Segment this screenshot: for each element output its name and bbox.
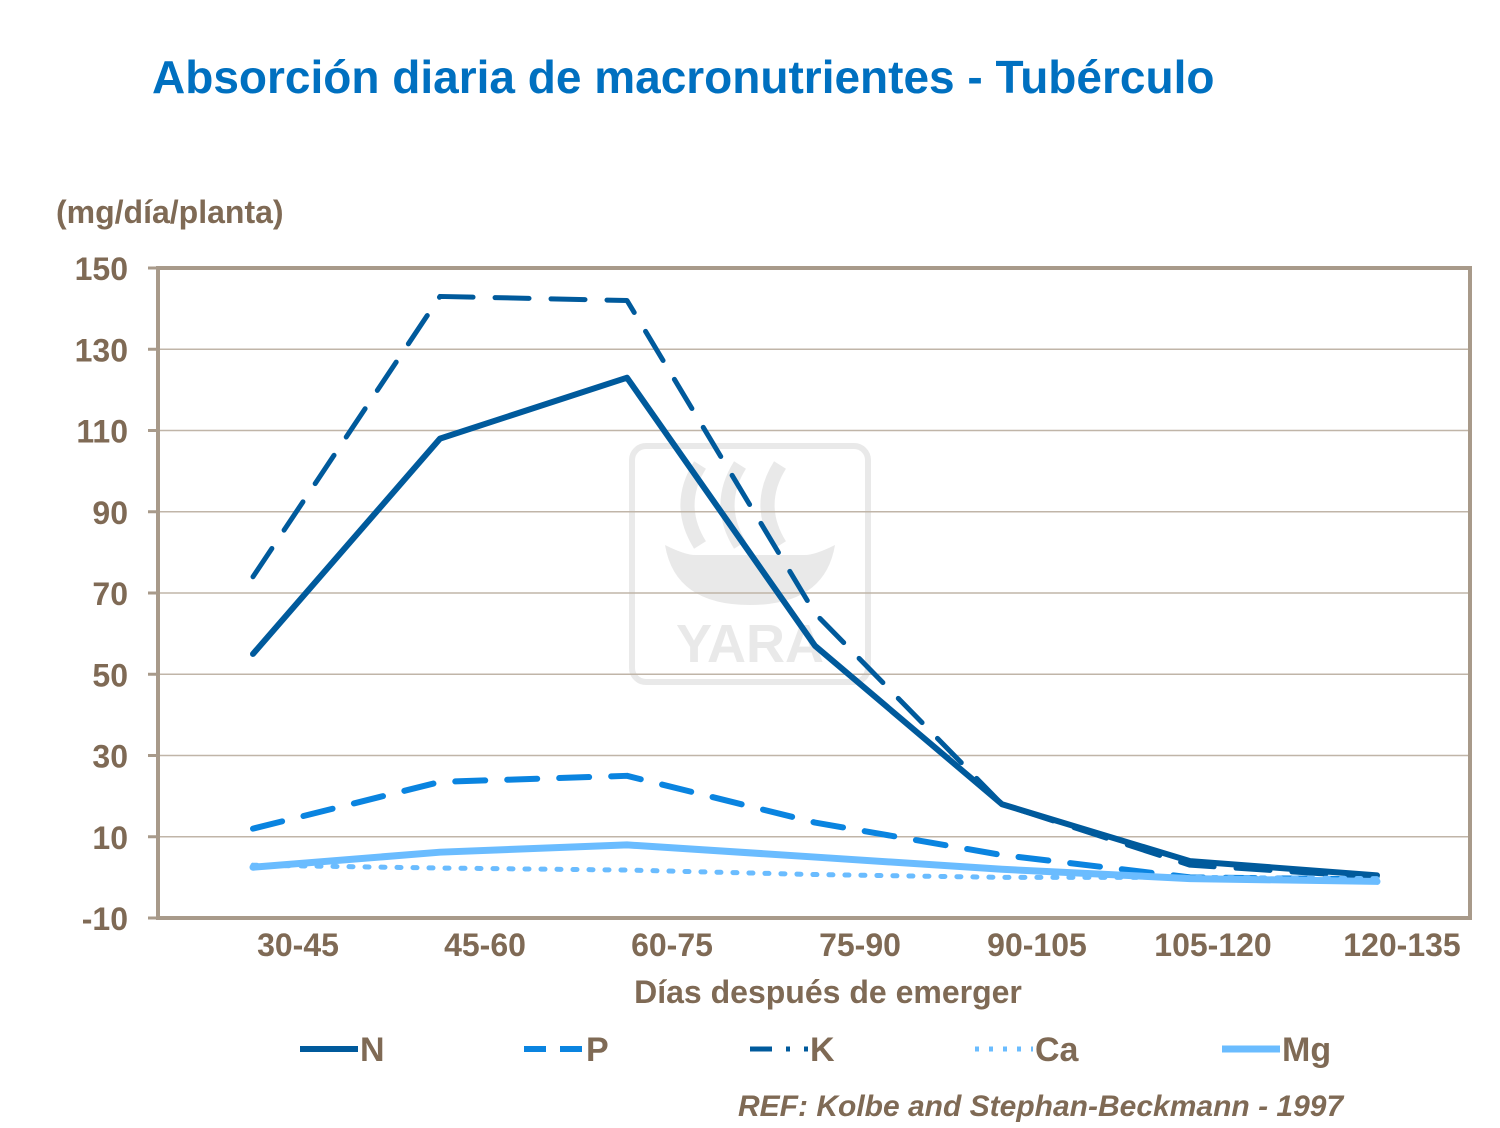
y-tick-label: 90 [92, 495, 128, 531]
x-tick-label: 75-90 [819, 927, 901, 963]
y-axis-label: (mg/día/planta) [56, 194, 284, 230]
yara-watermark-logo: YARA [629, 443, 871, 685]
series-line-mg [249, 841, 1381, 885]
legend-label-mg: Mg [1282, 1031, 1331, 1069]
y-tick-label: 130 [75, 332, 128, 368]
legend-label-p: P [586, 1031, 609, 1069]
x-tick-label: 90-105 [987, 927, 1087, 963]
watermark-frame [629, 443, 871, 685]
x-tick-label: 60-75 [631, 927, 713, 963]
x-tick-label: 30-45 [257, 927, 339, 963]
series-line-ca [250, 862, 1380, 882]
y-tick-label: -10 [82, 901, 128, 937]
chart-title: Absorción diaria de macronutrientes - Tu… [152, 51, 1215, 103]
y-tick-label: 150 [75, 251, 128, 287]
y-tick-label: 110 [76, 414, 128, 450]
reference-note: REF: Kolbe and Stephan-Beckmann - 1997 [738, 1090, 1344, 1123]
legend-label-ca: Ca [1035, 1031, 1080, 1069]
legend-label-k: K [810, 1031, 835, 1069]
x-tick-label: 120-135 [1343, 927, 1460, 963]
y-tick-label: 50 [92, 657, 128, 693]
legend-label-n: N [360, 1031, 385, 1069]
series-line-k [250, 293, 1380, 880]
x-tick-label: 105-120 [1154, 927, 1271, 963]
y-tick-label: 30 [92, 739, 128, 775]
y-tick-label: 10 [92, 820, 128, 856]
watermark-ship [665, 545, 835, 605]
y-tick-label: 70 [92, 576, 128, 612]
series-line-n [250, 374, 1380, 879]
plot-area-border [156, 266, 1472, 920]
x-tick-label: 45-60 [444, 927, 526, 963]
x-axis-label: Días después de emerger [634, 974, 1022, 1010]
